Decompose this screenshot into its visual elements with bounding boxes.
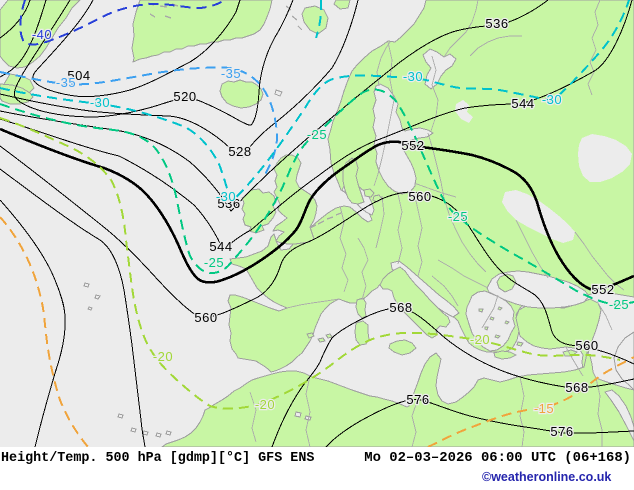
svg-text:-30: -30: [90, 95, 110, 110]
svg-text:-25: -25: [204, 255, 224, 270]
svg-text:-30: -30: [542, 92, 562, 107]
svg-text:536: 536: [485, 16, 508, 31]
svg-text:-35: -35: [56, 75, 76, 90]
svg-text:536: 536: [217, 196, 240, 211]
svg-text:-25: -25: [307, 127, 327, 142]
svg-text:528: 528: [228, 144, 251, 159]
svg-text:-40: -40: [32, 27, 52, 42]
svg-text:-25: -25: [448, 209, 468, 224]
svg-text:568: 568: [389, 300, 412, 315]
svg-text:544: 544: [209, 239, 232, 254]
svg-text:-15: -15: [534, 401, 554, 416]
svg-text:504: 504: [67, 68, 90, 83]
svg-text:-30: -30: [216, 189, 236, 204]
svg-text:560: 560: [194, 310, 217, 325]
svg-text:544: 544: [511, 96, 534, 111]
svg-text:-30: -30: [403, 69, 423, 84]
svg-text:-20: -20: [255, 397, 275, 412]
svg-text:-25: -25: [609, 297, 629, 312]
svg-text:576: 576: [550, 424, 573, 439]
svg-text:568: 568: [565, 380, 588, 395]
svg-text:560: 560: [408, 189, 431, 204]
svg-text:560: 560: [575, 338, 598, 353]
svg-text:552: 552: [591, 282, 614, 297]
svg-text:-20: -20: [470, 332, 490, 347]
svg-text:520: 520: [173, 89, 196, 104]
svg-text:-35: -35: [221, 66, 241, 81]
svg-text:552: 552: [401, 138, 424, 153]
svg-text:576: 576: [406, 392, 429, 407]
svg-text:-20: -20: [153, 349, 173, 364]
